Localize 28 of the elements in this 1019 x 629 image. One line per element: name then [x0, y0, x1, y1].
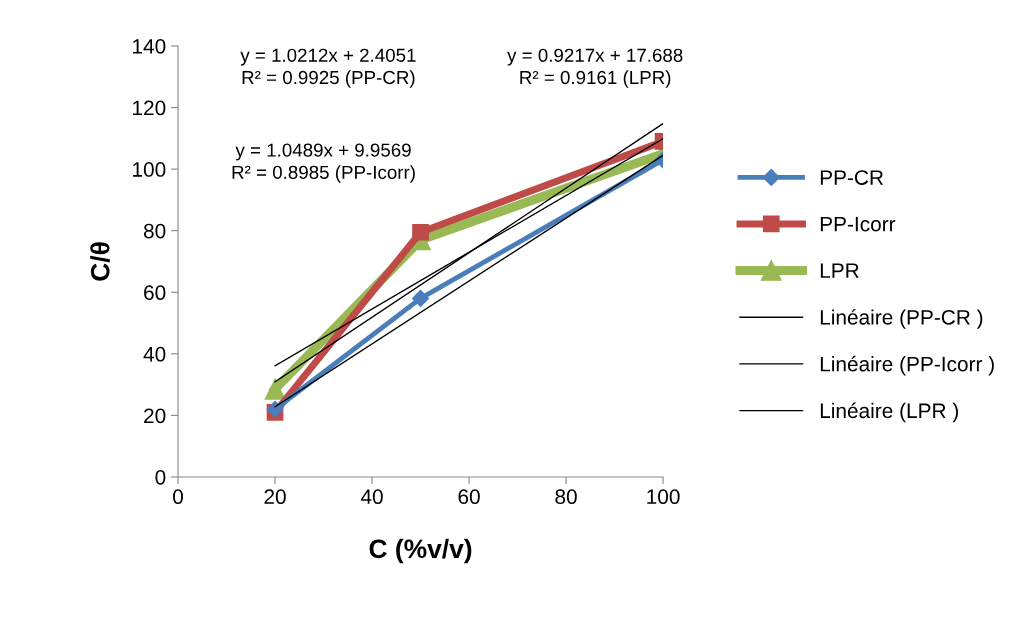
legend-label: Linéaire (LPR ) — [820, 402, 958, 423]
legend-label: Linéaire (PP-CR ) — [820, 309, 983, 329]
y-axis-title: C/θ — [90, 242, 110, 281]
x-tick-label: 80 — [555, 489, 577, 505]
y-tick-label: 100 — [133, 162, 166, 177]
y-tick-label: 20 — [144, 408, 166, 424]
y-tick-label: 120 — [133, 100, 166, 116]
x-tick-label: 20 — [264, 489, 286, 505]
x-axis-title: C (%v/v) — [369, 538, 472, 564]
y-tick-label: 140 — [133, 38, 166, 54]
x-tick-label: 0 — [173, 489, 183, 505]
legend-label: Linéaire (PP-Icorr ) — [820, 355, 994, 376]
y-tick-label: 80 — [143, 223, 166, 239]
y-tick-label: 0 — [155, 469, 166, 485]
y-tick-label: 40 — [143, 346, 166, 362]
x-tick-label: 100 — [647, 489, 680, 505]
legend-label: PP-Icorr — [820, 216, 896, 232]
annotation: y = 0.9217x + 17.688 R² = 0.9161 (LPR) — [507, 48, 683, 88]
point — [412, 223, 429, 241]
annotation: y = 1.0489x + 9.9569 R² = 0.8985 (PP-Icorr) — [232, 143, 415, 183]
point — [411, 289, 430, 307]
y-tick-label: 60 — [144, 285, 166, 301]
point — [264, 378, 286, 400]
legend-label: LPR — [820, 263, 859, 278]
legend-label: PP-CR — [820, 170, 884, 185]
x-tick-label: 60 — [458, 489, 480, 505]
annotation: y = 1.0212x + 2.4051 R² = 0.9925 (PP-CR) — [240, 48, 416, 88]
x-tick-label: 40 — [360, 489, 383, 505]
